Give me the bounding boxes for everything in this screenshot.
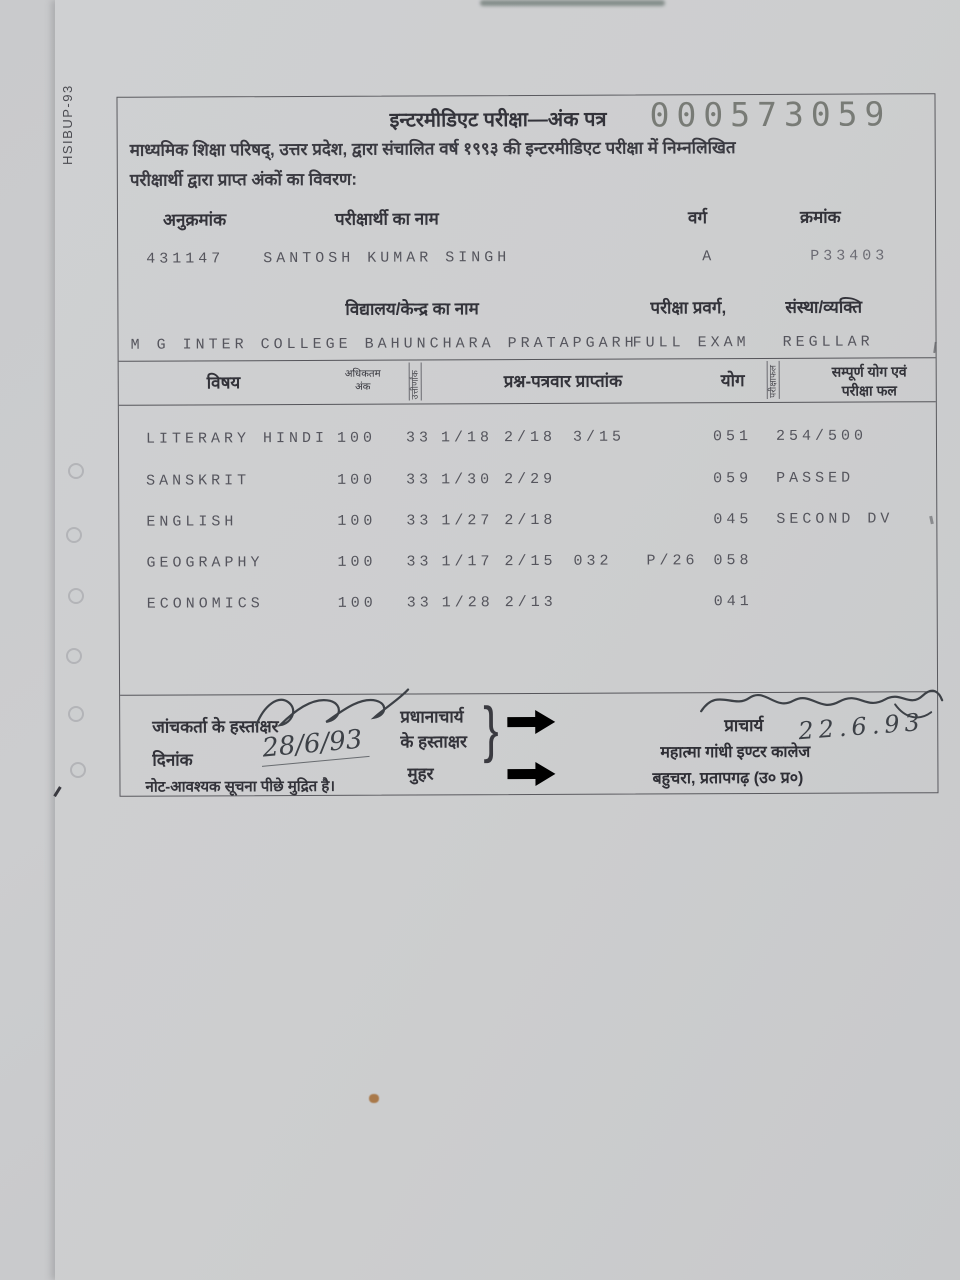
subject-cell: LITERARY HINDI: [145, 429, 329, 448]
paper2-cell: 2/29: [504, 470, 557, 489]
pass-marks-cell: 33: [405, 429, 433, 447]
pass-marks-cell: 33: [406, 594, 433, 612]
principal-signature-label-2: के हस्ताक्षर: [400, 732, 467, 752]
table-row: ECONOMICS 100 33 1/28 2/13 041: [120, 592, 937, 616]
result-cell: 254/500: [775, 427, 868, 445]
paper2-cell: 2/18: [503, 428, 557, 447]
roll-number-value: 431147: [146, 250, 225, 268]
ink-stain: [369, 1094, 379, 1103]
table-row: GEOGRAPHY 100 33 1/17 2/15 032 P/26 058: [119, 551, 936, 575]
roll-number-label: अनुक्रमांक: [162, 210, 227, 230]
paper1-cell: 1/28: [441, 594, 494, 612]
footer-note: नोट-आवश्यक सूचना पीछे मुद्रित है।: [145, 777, 336, 796]
subject-cell: ECONOMICS: [146, 595, 264, 613]
total-cell: 051: [712, 428, 753, 446]
arrow-right-icon: [507, 709, 556, 734]
candidate-name-value: SANTOSH KUMAR SINGH: [263, 249, 511, 268]
form-code-vertical: HSIBUP-93: [60, 84, 75, 165]
punch-hole: [66, 527, 82, 543]
total-cell: 045: [713, 511, 753, 529]
subject-cell: GEOGRAPHY: [146, 554, 264, 572]
candidate-name-label: परीक्षार्थी का नाम: [334, 209, 439, 229]
group-label: वर्ग: [687, 208, 708, 228]
examiner-signature: [255, 688, 410, 727]
max-marks-cell: 100: [337, 594, 377, 612]
col-total-header: योग: [720, 371, 745, 391]
document-title: इन्टरमीडिएट परीक्षा—अंक पत्र: [389, 108, 607, 132]
table-row: LITERARY HINDI 100 33 1/18 2/18 3/15 051…: [119, 427, 936, 451]
punch-hole: [68, 463, 84, 479]
institution-type-label: संस्था/व्यक्ति: [785, 297, 863, 317]
curly-brace: }: [483, 693, 499, 764]
pass-marks-cell: 33: [406, 471, 433, 489]
punch-hole: [68, 706, 84, 722]
paper1-cell: 1/18: [440, 429, 494, 447]
paper3-cell: 032: [573, 552, 613, 570]
col-subject-header: विषय: [206, 373, 241, 393]
paper1-cell: 1/27: [441, 512, 494, 530]
institution-type-value: REGLLAR: [782, 333, 874, 351]
punch-hole: [66, 648, 82, 664]
col-max-marks-header: अधिकतम अंक: [344, 368, 381, 393]
table-header-rule: [118, 401, 936, 406]
max-marks-cell: 100: [337, 471, 377, 489]
group-value: A: [702, 248, 716, 266]
scan-smudge: [480, 0, 665, 6]
table-row: SANSKRIT 100 33 1/30 2/29 059 PASSED: [119, 469, 936, 493]
serial-number: 000573059: [649, 94, 892, 135]
total-cell: 041: [713, 593, 753, 611]
date-label: दिनांक: [152, 750, 193, 770]
result-cell: PASSED: [776, 469, 855, 487]
total-cell: 058: [713, 552, 753, 570]
serial-value: P33403: [810, 247, 889, 265]
school-label: विद्यालय/केन्द्र का नाम: [345, 299, 479, 319]
principal-signature-label-1: प्रधानाचार्य: [400, 707, 464, 727]
marksheet-document: इन्टरमीडिएट परीक्षा—अंक पत्र 000573059 म…: [116, 93, 944, 797]
intro-line-1: माध्यमिक शिक्षा परिषद्, उत्तर प्रदेश, द्…: [129, 138, 736, 160]
paper2-cell: 2/18: [504, 511, 557, 530]
paper1-cell: 1/17: [441, 553, 494, 571]
paper2-cell: 2/13: [504, 593, 557, 612]
subject-cell: SANSKRIT: [146, 472, 251, 490]
principal-signature: [700, 689, 944, 719]
col-result-vertical-header: परीक्षाफल: [766, 360, 780, 399]
principal-stamp-designation: प्राचार्य: [724, 715, 764, 736]
max-marks-cell: 100: [336, 429, 377, 447]
exam-category-label: परीक्षा प्रवर्ग,: [650, 298, 727, 318]
punch-hole: [68, 588, 84, 604]
paper1-cell: 1/30: [441, 471, 494, 489]
punch-hole: [70, 762, 86, 778]
arrow-right-icon: [507, 761, 556, 786]
stamp-college-address: बहुचरा, प्रतापगढ़ (उ० प्र०): [652, 769, 804, 788]
total-cell: 059: [713, 470, 753, 488]
practical-cell: P/26: [646, 552, 699, 570]
serial-label: क्रमांक: [799, 207, 841, 227]
paper-sheet: [55, 0, 960, 1280]
max-marks-cell: 100: [337, 553, 377, 571]
result-cell: SECOND DV: [776, 510, 894, 528]
col-paperwise-header: प्रश्न-पत्रवार प्राप्तांक: [503, 371, 623, 392]
table-row: ENGLISH 100 33 1/27 2/18 045 SECOND DV: [119, 510, 936, 534]
seal-label: मुहर: [407, 764, 434, 784]
table-top-rule: [118, 357, 936, 362]
max-marks-cell: 100: [337, 512, 377, 530]
intro-line-2: परीक्षार्थी द्वारा प्राप्त अंकों का विवर…: [129, 169, 358, 190]
col-grand-total-header: सम्पूर्ण योग एवं परीक्षा फल: [831, 363, 907, 399]
school-value: M G INTER COLLEGE BAHUNCHARA PRATAPGARH: [130, 334, 638, 354]
subject-cell: ENGLISH: [146, 513, 238, 531]
paper3-cell: 3/15: [572, 428, 626, 446]
pass-marks-cell: 33: [406, 553, 433, 571]
paper2-cell: 2/15: [504, 552, 557, 571]
col-pass-marks-header: उत्तीर्णांक: [408, 362, 422, 401]
stamp-college-name: महात्मा गांधी इण्टर कालेज: [660, 743, 811, 762]
exam-category-value: FULL EXAM: [632, 334, 750, 352]
pass-marks-cell: 33: [406, 512, 433, 530]
form-code-label: HSIBUP-93: [60, 84, 75, 165]
